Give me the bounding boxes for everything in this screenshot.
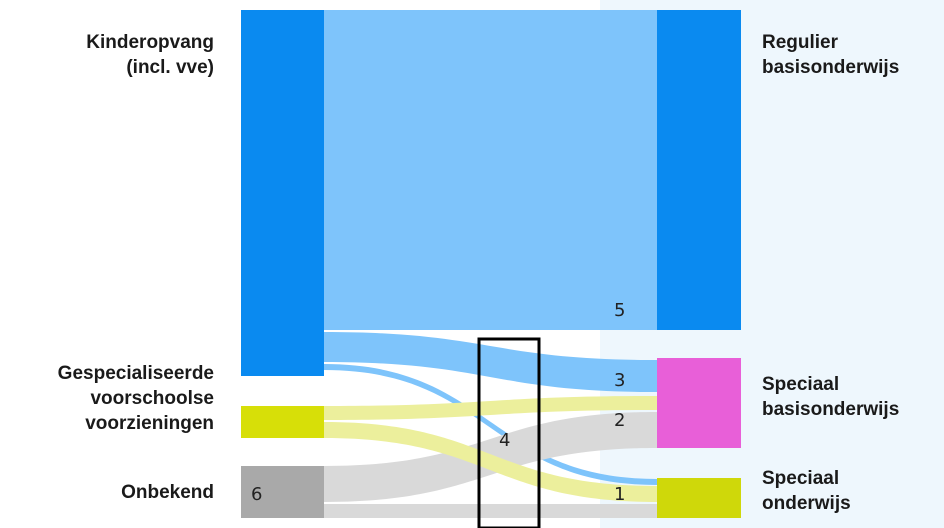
number-4: 4 [499, 430, 510, 451]
node-kinderopvang [241, 10, 324, 376]
label-speciaal-basis-line1: Speciaal [762, 374, 840, 395]
label-gespecialiseerd-line2: voorschoolse [90, 388, 214, 409]
label-onbekend: Onbekend [121, 480, 214, 505]
number-6: 6 [251, 484, 262, 505]
node-regulier [657, 10, 741, 330]
label-regulier-line1: Regulier [762, 32, 839, 53]
label-speciaal-onderwijs: Speciaal onderwijs [762, 466, 851, 516]
node-onbekend [241, 466, 324, 518]
flow-kinderopvang-speciaal-onderwijs [324, 364, 657, 485]
flow-gespecialiseerd-speciaal-basis [324, 396, 657, 420]
flow-kinderopvang-regulier [324, 10, 657, 330]
label-kinderopvang: Kinderopvang (incl. vve) [86, 30, 214, 80]
node-gespecialiseerd [241, 406, 324, 438]
label-kinderopvang-line1: Kinderopvang [86, 32, 214, 53]
flow-onbekend-speciaal-onderwijs [324, 504, 657, 518]
label-speciaal-onderwijs-line2: onderwijs [762, 493, 851, 514]
label-gespecialiseerd-line1: Gespecialiseerde [57, 363, 214, 384]
number-5: 5 [614, 300, 625, 321]
flow-gespecialiseerd-speciaal-onderwijs [324, 422, 657, 502]
label-kinderopvang-line2: (incl. vve) [126, 57, 214, 78]
label-speciaal-basis: Speciaal basisonderwijs [762, 372, 899, 422]
label-gespecialiseerd-line3: voorzieningen [85, 413, 214, 434]
label-regulier-line2: basisonderwijs [762, 57, 900, 78]
flow-kinderopvang-speciaal-basis [324, 332, 657, 392]
number-3: 3 [614, 370, 625, 391]
node-speciaal-onderwijs [657, 478, 741, 518]
number-2: 2 [614, 410, 625, 431]
label-speciaal-onderwijs-line1: Speciaal [762, 468, 840, 489]
node-speciaal-basis [657, 358, 741, 448]
label-gespecialiseerd: Gespecialiseerde voorschoolse voorzienin… [58, 361, 214, 436]
number-1: 1 [614, 484, 625, 505]
highlight-box [477, 337, 541, 528]
label-speciaal-basis-line2: basisonderwijs [762, 399, 900, 420]
label-onbekend-text: Onbekend [121, 482, 214, 503]
label-regulier: Regulier basisonderwijs [762, 30, 899, 80]
